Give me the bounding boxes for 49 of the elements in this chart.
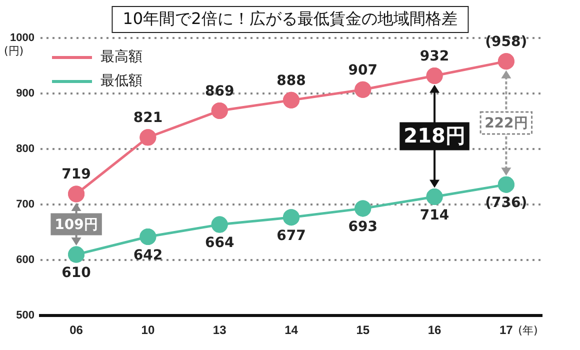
y-tick-label: 700 [16,198,34,211]
point [354,81,372,98]
point [140,129,156,146]
x-tick-label: 16 [428,323,442,338]
data-label: 664 [204,235,234,252]
x-tick-label: 15 [356,323,370,338]
data-label: 888 [276,72,306,89]
point [211,102,228,119]
x-axis-title: (年) [518,324,538,337]
legend-label: 最低額 [100,72,142,90]
y-axis-title: (円) [4,44,24,58]
point [426,68,443,84]
data-label: 821 [133,110,163,126]
point [68,186,85,202]
point [498,53,514,70]
annotation: 109円 [54,216,98,233]
data-label: 693 [348,219,378,236]
point [426,188,443,206]
y-tick-label: 800 [16,143,34,156]
data-label: 714 [420,207,450,224]
point [68,246,85,263]
annotation: 218円 [404,123,466,148]
point [211,216,228,233]
data-label: 719 [62,166,91,183]
data-label: 932 [420,48,450,64]
annotation: 222円 [484,116,528,132]
y-tick-label: 900 [16,88,34,100]
chart-title: 10年間で2倍に！広がる最低賃金の地域間格差 [112,6,468,33]
point [498,176,514,193]
data-label: 677 [276,228,306,244]
data-label: 869 [204,83,234,100]
data-label: 610 [62,265,92,282]
point [140,228,156,246]
x-tick-label: 17 [499,323,514,338]
data-label: (958) [485,34,528,50]
data-label: (736) [485,195,528,212]
x-tick-label: 10 [141,323,155,338]
y-tick-label: 600 [16,254,34,266]
point [282,209,300,226]
y-tick-label: 500 [16,310,34,322]
point [354,200,372,217]
y-tick-label: 1000 [10,32,34,44]
data-label: 642 [133,247,163,264]
legend-label: 最高額 [100,48,142,66]
x-tick-label: 14 [284,323,298,338]
data-label: 907 [348,62,378,78]
x-tick-label: 13 [212,323,227,338]
x-tick-label: 06 [70,323,84,338]
point [282,92,300,108]
